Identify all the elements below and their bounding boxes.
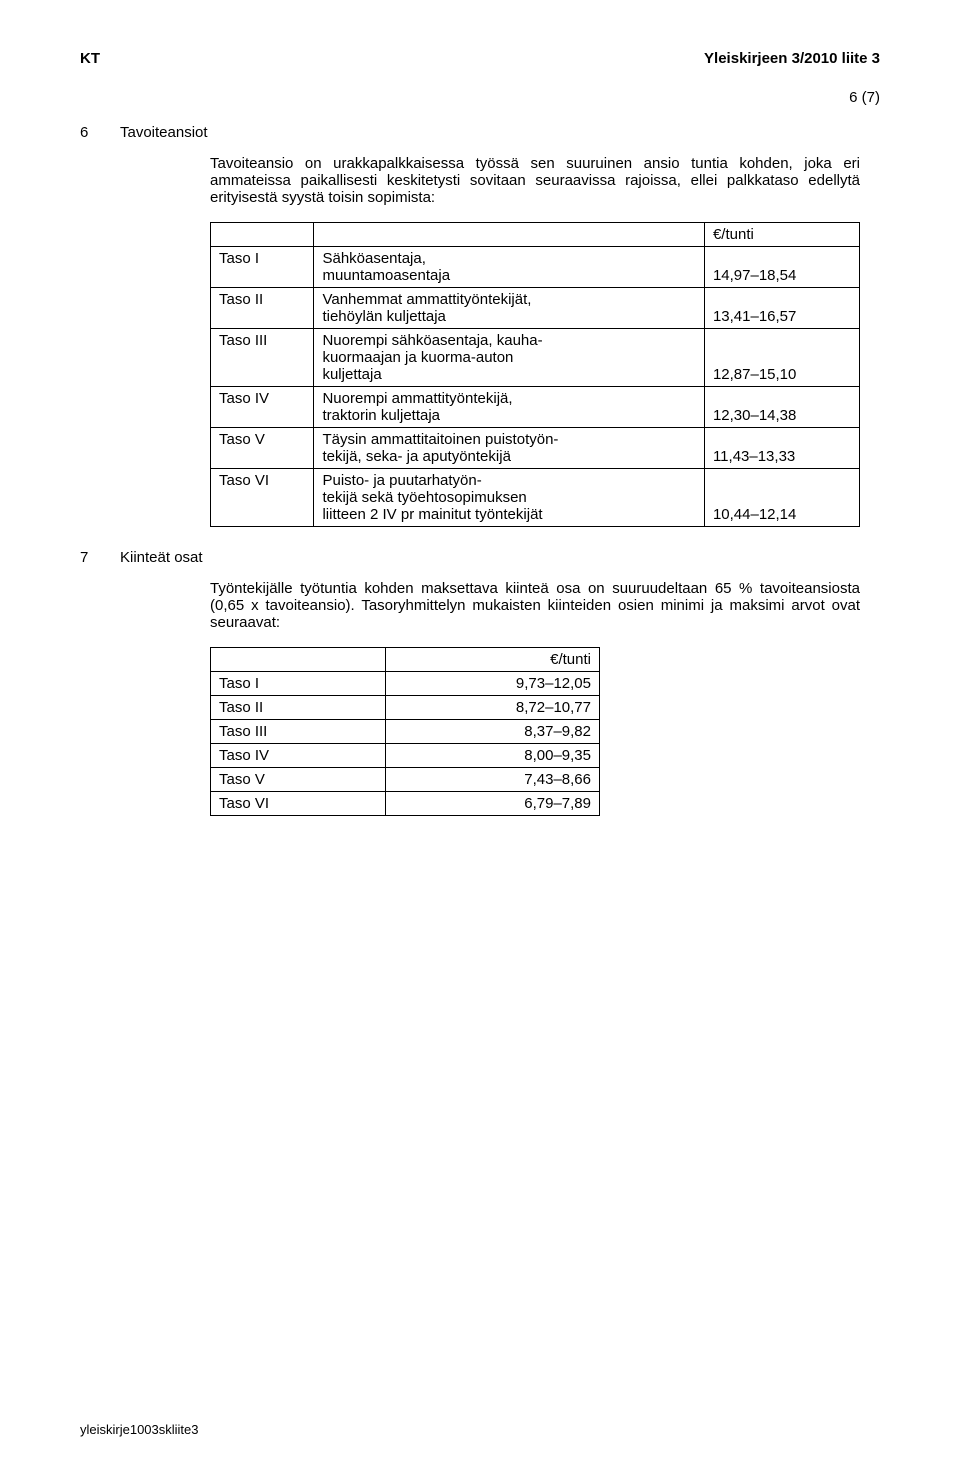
table-cell-desc: Sähköasentaja, muuntamoasentaja bbox=[314, 247, 704, 288]
kiinteat-osat-table: €/tunti Taso I 9,73–12,05 Taso II 8,72–1… bbox=[210, 647, 600, 816]
table-row: Taso III Nuorempi sähköasentaja, kauha- … bbox=[211, 329, 860, 387]
table-cell-value: 6,79–7,89 bbox=[386, 792, 600, 816]
table-cell-desc: Puisto- ja puutarhatyön- tekijä sekä työ… bbox=[314, 469, 704, 527]
table-cell-level: Taso IV bbox=[211, 387, 314, 428]
table-row: €/tunti bbox=[211, 223, 860, 247]
table-cell-level: Taso VI bbox=[211, 792, 386, 816]
table-cell-level: Taso I bbox=[211, 672, 386, 696]
table-cell-value: 10,44–12,14 bbox=[704, 469, 859, 527]
table-cell-desc: Täysin ammattitaitoinen puistotyön- teki… bbox=[314, 428, 704, 469]
table-row: Taso VI 6,79–7,89 bbox=[211, 792, 600, 816]
section-6-title: Tavoiteansiot bbox=[120, 124, 880, 141]
table-cell-level: Taso III bbox=[211, 329, 314, 387]
section-6-heading: 6 Tavoiteansiot bbox=[80, 124, 880, 141]
footer-filename: yleiskirje1003skliite3 bbox=[80, 1422, 199, 1437]
table-row: €/tunti bbox=[211, 648, 600, 672]
table-row: Taso IV 8,00–9,35 bbox=[211, 744, 600, 768]
table-row: Taso II Vanhemmat ammattityöntekijät, ti… bbox=[211, 288, 860, 329]
table-cell-value: 12,87–15,10 bbox=[704, 329, 859, 387]
table-cell-desc: Vanhemmat ammattityöntekijät, tiehöylän … bbox=[314, 288, 704, 329]
table-row: Taso II 8,72–10,77 bbox=[211, 696, 600, 720]
table-header-unit: €/tunti bbox=[386, 648, 600, 672]
table-cell-level: Taso V bbox=[211, 768, 386, 792]
page-number: 6 (7) bbox=[80, 89, 880, 106]
table-cell-value: 9,73–12,05 bbox=[386, 672, 600, 696]
table-cell-level: Taso II bbox=[211, 696, 386, 720]
table-row: Taso VI Puisto- ja puutarhatyön- tekijä … bbox=[211, 469, 860, 527]
tavoiteansiot-table: €/tunti Taso I Sähköasentaja, muuntamoas… bbox=[210, 222, 860, 527]
table-cell-value: 14,97–18,54 bbox=[704, 247, 859, 288]
table-row: Taso III 8,37–9,82 bbox=[211, 720, 600, 744]
header-left: KT bbox=[80, 50, 100, 67]
table-row: Taso I 9,73–12,05 bbox=[211, 672, 600, 696]
section-7-num: 7 bbox=[80, 549, 120, 566]
table-cell-value: 13,41–16,57 bbox=[704, 288, 859, 329]
section-7-para: Työntekijälle työtuntia kohden maksettav… bbox=[210, 580, 860, 631]
table-cell-value: 8,72–10,77 bbox=[386, 696, 600, 720]
table-header-unit: €/tunti bbox=[704, 223, 859, 247]
table-cell-desc: Nuorempi ammattityöntekijä, traktorin ku… bbox=[314, 387, 704, 428]
table-cell-value: 8,00–9,35 bbox=[386, 744, 600, 768]
table-cell-level: Taso IV bbox=[211, 744, 386, 768]
table-cell-value: 11,43–13,33 bbox=[704, 428, 859, 469]
table-cell bbox=[314, 223, 704, 247]
table-row: Taso IV Nuorempi ammattityöntekijä, trak… bbox=[211, 387, 860, 428]
page-header: KT Yleiskirjeen 3/2010 liite 3 bbox=[80, 50, 880, 67]
table-cell-level: Taso V bbox=[211, 428, 314, 469]
table-cell bbox=[211, 223, 314, 247]
table-cell-value: 7,43–8,66 bbox=[386, 768, 600, 792]
section-7-title: Kiinteät osat bbox=[120, 549, 880, 566]
table-cell bbox=[211, 648, 386, 672]
table-row: Taso V Täysin ammattitaitoinen puistotyö… bbox=[211, 428, 860, 469]
section-6-para: Tavoiteansio on urakkapalkkaisessa työss… bbox=[210, 155, 860, 206]
table-cell-level: Taso III bbox=[211, 720, 386, 744]
section-7-heading: 7 Kiinteät osat bbox=[80, 549, 880, 566]
table-cell-level: Taso I bbox=[211, 247, 314, 288]
table-row: Taso V 7,43–8,66 bbox=[211, 768, 600, 792]
table-cell-value: 12,30–14,38 bbox=[704, 387, 859, 428]
table-cell-desc: Nuorempi sähköasentaja, kauha- kuormaaja… bbox=[314, 329, 704, 387]
section-6-num: 6 bbox=[80, 124, 120, 141]
table-cell-level: Taso VI bbox=[211, 469, 314, 527]
table-cell-level: Taso II bbox=[211, 288, 314, 329]
table-cell-value: 8,37–9,82 bbox=[386, 720, 600, 744]
table-row: Taso I Sähköasentaja, muuntamoasentaja 1… bbox=[211, 247, 860, 288]
header-right: Yleiskirjeen 3/2010 liite 3 bbox=[704, 50, 880, 67]
